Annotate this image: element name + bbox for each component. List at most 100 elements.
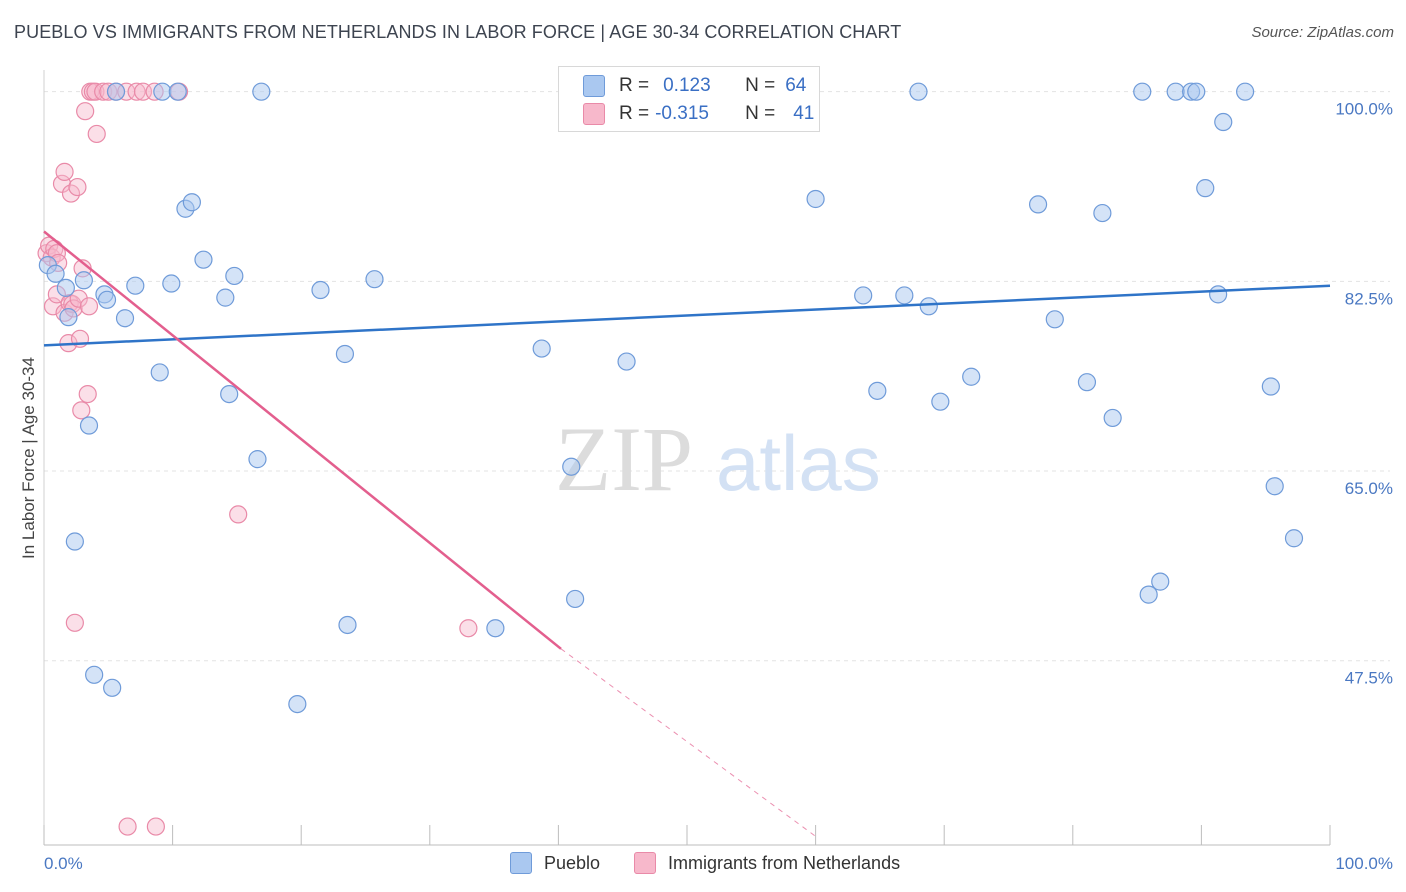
n-value: 41	[793, 103, 815, 124]
r-value: -0.315	[655, 103, 709, 124]
pueblo-point	[1209, 285, 1228, 304]
netherlands-point	[86, 82, 105, 101]
pueblo-point	[1093, 203, 1112, 223]
pueblo-point	[168, 82, 187, 101]
netherlands-trend-line	[43, 230, 562, 650]
netherlands-point	[78, 384, 97, 404]
pueblo-point	[153, 82, 172, 101]
pueblo-point	[288, 694, 307, 714]
pueblo-point	[566, 589, 585, 609]
pueblo-point	[1187, 82, 1206, 101]
pueblo-point	[311, 280, 330, 300]
netherlands-point	[459, 619, 478, 638]
source-credit: Source: ZipAtlas.com	[1251, 24, 1394, 41]
netherlands-swatch	[634, 852, 656, 874]
pueblo-point	[1151, 572, 1170, 591]
zipatlas-watermark: ZIP atlas	[555, 408, 881, 510]
trend-lines	[43, 230, 1331, 837]
pueblo-point	[97, 290, 117, 309]
pueblo-point	[365, 270, 384, 289]
y-tick-label: 100.0%	[1335, 100, 1393, 119]
pueblo-point	[919, 297, 938, 316]
netherlands-point	[229, 505, 248, 524]
netherlands-point	[118, 817, 137, 836]
pueblo-point	[103, 678, 122, 697]
netherlands-point	[65, 613, 84, 632]
netherlands-point	[55, 162, 74, 181]
r-label: R =	[619, 103, 650, 124]
netherlands-point	[61, 184, 81, 203]
pueblo-point	[194, 250, 213, 269]
n-label: N =	[745, 75, 776, 96]
netherlands-point	[76, 102, 95, 121]
legend-row-pueblo: R = 0.123 N = 64	[583, 73, 806, 99]
pueblo-point	[962, 367, 981, 386]
netherlands-legend-label: Immigrants from Netherlands	[668, 852, 901, 873]
tick-labels: 100.0% 82.5% 65.0% 47.5% 0.0% 100.0%	[44, 100, 1393, 873]
pueblo-point	[338, 615, 357, 635]
pueblo-swatch	[583, 75, 605, 97]
gridlines	[44, 91, 1390, 662]
pueblo-point	[74, 271, 93, 290]
pueblo-point	[1133, 82, 1152, 101]
pueblo-point	[56, 278, 75, 297]
pueblo-point	[1045, 310, 1064, 329]
svg-text:atlas: atlas	[716, 419, 881, 507]
netherlands-point	[68, 177, 87, 197]
chart-title: PUEBLO VS IMMIGRANTS FROM NETHERLANDS IN…	[14, 22, 902, 42]
pueblo-point	[617, 352, 636, 371]
pueblo-point	[486, 619, 505, 638]
pueblo-point	[115, 309, 135, 328]
pueblo-point	[59, 308, 78, 327]
pueblo-point	[1166, 82, 1185, 101]
correlation-legend: R = 0.123 N = 64 R = -0.315 N = 41	[558, 66, 820, 132]
pueblo-points	[38, 82, 1304, 714]
pueblo-point	[854, 286, 873, 305]
pueblo-point	[1103, 408, 1122, 428]
netherlands-swatch	[583, 103, 605, 125]
x-tick-label: 0.0%	[44, 854, 83, 873]
pueblo-point	[46, 264, 65, 283]
r-label: R =	[619, 75, 650, 96]
y-tick-label: 82.5%	[1345, 289, 1393, 308]
bottom-legend-pueblo: Pueblo	[510, 852, 600, 874]
pueblo-point	[1261, 377, 1280, 396]
legend-row-netherlands: R = -0.315 N = 41	[583, 101, 814, 127]
y-tick-label: 65.0%	[1345, 479, 1393, 498]
pueblo-point	[65, 532, 84, 551]
pueblo-point	[126, 276, 145, 295]
pueblo-point	[1265, 477, 1284, 496]
netherlands-point	[72, 401, 91, 420]
pueblo-point	[79, 416, 99, 435]
pueblo-point	[106, 82, 126, 101]
pueblo-point	[1284, 529, 1304, 548]
axes	[43, 70, 1331, 846]
pueblo-point	[1139, 585, 1158, 604]
r-value: 0.123	[663, 75, 711, 96]
pueblo-swatch	[510, 852, 532, 874]
pueblo-point	[868, 381, 887, 400]
pueblo-point	[1028, 195, 1048, 214]
netherlands-point	[69, 289, 88, 308]
pueblo-point	[1236, 82, 1255, 101]
n-label: N =	[745, 103, 776, 124]
x-tick-label: 100.0%	[1335, 854, 1393, 873]
netherlands-point	[146, 817, 165, 836]
netherlands-point	[79, 297, 99, 316]
pueblo-point	[220, 384, 239, 404]
y-axis-label: In Labor Force | Age 30-34	[19, 357, 38, 559]
pueblo-point	[895, 286, 914, 305]
pueblo-trend-line	[43, 284, 1331, 347]
netherlands-point	[127, 82, 146, 101]
pueblo-point	[85, 665, 104, 684]
pueblo-point	[1214, 112, 1233, 132]
pueblo-point	[216, 288, 235, 307]
y-tick-label: 47.5%	[1345, 669, 1393, 688]
pueblo-point	[162, 274, 181, 293]
bottom-legend-netherlands: Immigrants from Netherlands	[634, 852, 900, 874]
pueblo-point	[532, 339, 551, 358]
pueblo-point	[909, 82, 928, 101]
pueblo-legend-label: Pueblo	[544, 852, 601, 873]
pueblo-point	[931, 392, 950, 411]
